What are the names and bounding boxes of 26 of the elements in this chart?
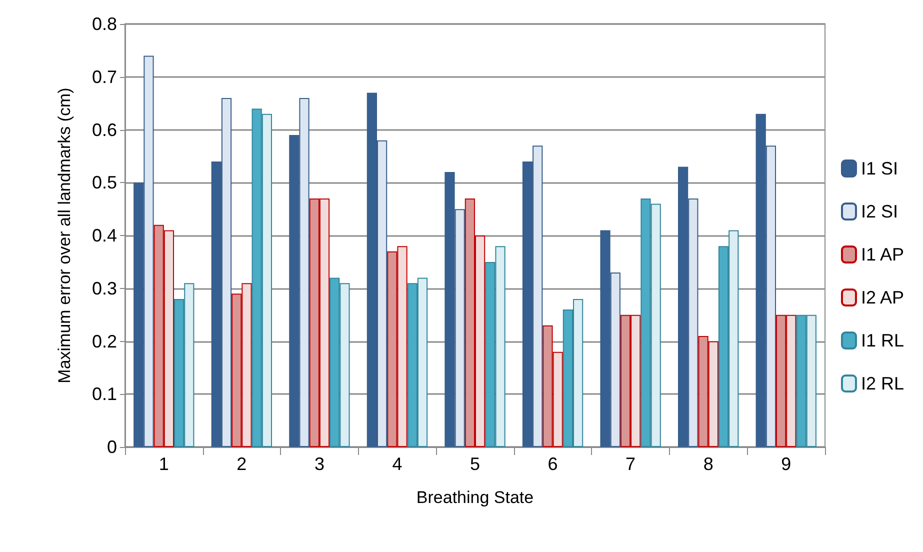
y-tick-label: 0.8 [92,14,117,34]
legend-label: I2 RL [860,374,904,394]
legend-label: I2 AP [860,288,904,308]
legend-label: I1 AP [860,244,904,264]
y-tick-label: 0.7 [92,66,117,87]
x-axis-title: Breathing State [416,488,534,507]
y-tick-label: 0 [106,437,117,457]
legend-label: I2 SI [860,202,898,222]
x-tick-label: 4 [392,454,402,474]
legend-label: I1 SI [860,158,898,178]
y-axis-title: Maximum error over all landmarks (cm) [55,88,74,384]
y-tick-label: 0.3 [92,278,117,298]
x-tick-label: 9 [781,454,792,474]
y-tick-label: 0.1 [92,384,117,404]
legend-label: I1 RL [860,330,904,350]
y-tick-label: 0.4 [92,226,117,246]
x-tick-label: 2 [236,454,247,474]
x-tick-label: 6 [548,454,558,474]
x-tick-label: 8 [703,454,714,474]
y-tick-label: 0.2 [92,331,117,352]
x-tick-label: 1 [158,454,169,474]
x-tick-label: 5 [470,454,480,474]
x-tick-label: 3 [314,454,324,474]
y-tick-label: 0.5 [92,172,117,193]
x-tick-label: 7 [626,454,636,474]
y-tick-label: 0.6 [92,120,117,140]
